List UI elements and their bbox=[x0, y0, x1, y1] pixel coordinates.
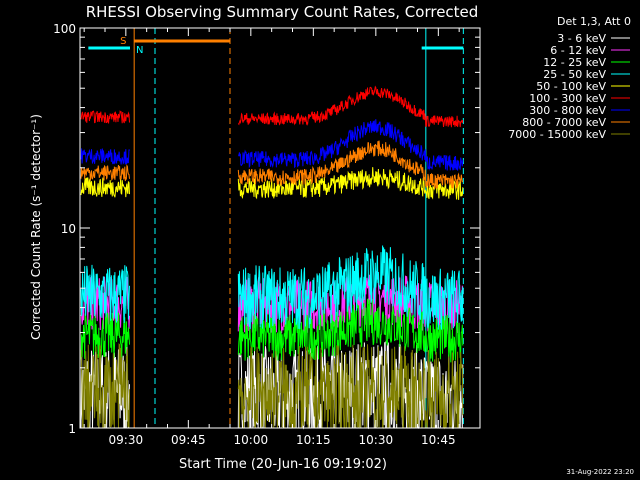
legend-entry-label: 6 - 12 keV bbox=[550, 44, 606, 57]
legend-entry-label: 300 - 800 keV bbox=[529, 104, 606, 117]
footer-timestamp: 31-Aug-2022 23:20 bbox=[566, 468, 634, 476]
flag-label: N bbox=[136, 45, 143, 56]
y-tick-label: 100 bbox=[53, 22, 76, 36]
legend-title: Det 1,3, Att 0 bbox=[557, 15, 631, 28]
legend-entry-label: 800 - 7000 keV bbox=[522, 116, 606, 129]
series-line bbox=[237, 245, 464, 330]
legend-entry-label: 25 - 50 keV bbox=[543, 68, 606, 81]
series-line bbox=[80, 110, 130, 125]
vertical-markers bbox=[133, 28, 464, 428]
chart-title: RHESSI Observing Summary Count Rates, Co… bbox=[86, 3, 479, 21]
x-tick-label: 10:00 bbox=[234, 433, 269, 447]
x-axis-label: Start Time (20-Jun-16 09:19:02) bbox=[179, 457, 387, 472]
series-line bbox=[80, 264, 130, 323]
x-tick-label: 09:45 bbox=[171, 433, 206, 447]
series-line bbox=[80, 177, 130, 198]
y-tick-label: 1 bbox=[68, 422, 76, 436]
legend-entry-label: 50 - 100 keV bbox=[536, 80, 606, 93]
series-line bbox=[80, 148, 130, 165]
series-line bbox=[237, 167, 464, 200]
series-line bbox=[80, 163, 130, 182]
legend-entry-label: 100 - 300 keV bbox=[529, 92, 606, 105]
series-lines bbox=[80, 85, 464, 430]
x-tick-label: 09:30 bbox=[109, 433, 144, 447]
series-line bbox=[237, 140, 464, 189]
y-axis-label: Corrected Count Rate (s⁻¹ detector⁻¹) bbox=[29, 114, 43, 340]
series-line bbox=[237, 85, 464, 128]
series-line bbox=[80, 312, 130, 360]
x-tick-label: 10:45 bbox=[421, 433, 456, 447]
axis-ticks: 09:30 09:45 10:00 10:15 10:30 10:45 1 10 100 bbox=[53, 22, 481, 447]
x-tick-label: 10:15 bbox=[296, 433, 331, 447]
flag-label: S bbox=[120, 36, 126, 47]
legend-entry-label: 12 - 25 keV bbox=[543, 56, 606, 69]
series-line bbox=[237, 344, 464, 430]
series-line bbox=[80, 343, 130, 429]
x-tick-label: 10:30 bbox=[359, 433, 394, 447]
flag-bars: SN bbox=[88, 36, 464, 56]
y-tick-label: 10 bbox=[61, 222, 76, 236]
legend-entry-label: 3 - 6 keV bbox=[557, 32, 606, 45]
series-line bbox=[237, 119, 464, 171]
legend-entry-label: 7000 - 15000 keV bbox=[508, 128, 606, 141]
